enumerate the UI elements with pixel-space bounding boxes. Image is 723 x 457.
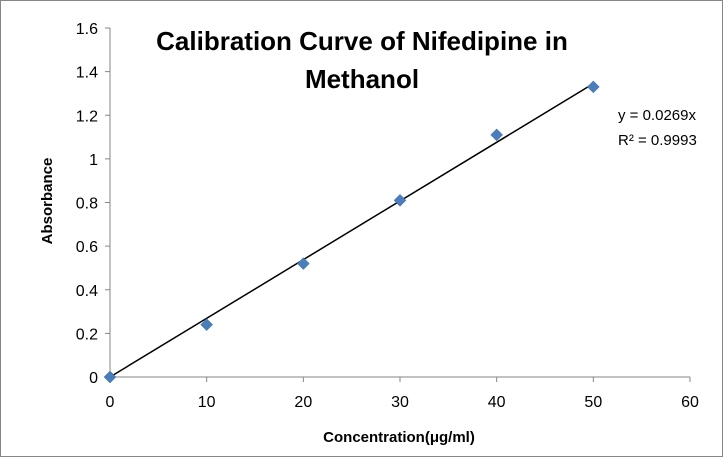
y-tick-label: 0.8 xyxy=(76,196,98,213)
x-tick-label: 10 xyxy=(198,394,216,411)
y-axis-title: Absorbance xyxy=(39,158,56,245)
data-point xyxy=(103,370,117,384)
y-tick-label: 0.6 xyxy=(76,239,98,256)
data-point xyxy=(296,257,310,270)
data-point xyxy=(586,80,600,94)
x-tick-label: 0 xyxy=(106,394,115,411)
x-axis-title: Concentration(μg/ml) xyxy=(323,429,475,446)
y-tick-label: 0.4 xyxy=(76,283,98,300)
y-tick-label: 0 xyxy=(89,370,98,387)
data-point xyxy=(200,318,214,332)
y-tick-label: 0.2 xyxy=(76,326,98,343)
x-tick-label: 40 xyxy=(488,394,506,411)
trendline-r-squared: R² = 0.9993 xyxy=(618,132,697,149)
data-point xyxy=(393,193,407,207)
trendline xyxy=(109,82,594,378)
y-tick-label: 1.6 xyxy=(76,21,98,38)
y-tick-label: 1.2 xyxy=(76,108,98,125)
y-tick-label: 1.4 xyxy=(76,65,98,82)
chart-title-line-2: Methanol xyxy=(305,64,419,94)
x-tick-label: 50 xyxy=(584,394,602,411)
plot-area: 0 0.2 0.4 0.6 0.8 1 1.2 1.4 1.6 0 10 20 30 40 50 60 xyxy=(76,21,699,411)
x-tick-label: 30 xyxy=(391,394,409,411)
x-tick-label: 60 xyxy=(681,394,699,411)
x-tick-label: 20 xyxy=(294,394,312,411)
chart-title-line-1: Calibration Curve of Nifedipine in xyxy=(156,26,568,56)
trendline-equation: y = 0.0269x xyxy=(618,107,696,124)
data-point xyxy=(490,128,504,142)
y-tick-label: 1 xyxy=(89,152,98,169)
